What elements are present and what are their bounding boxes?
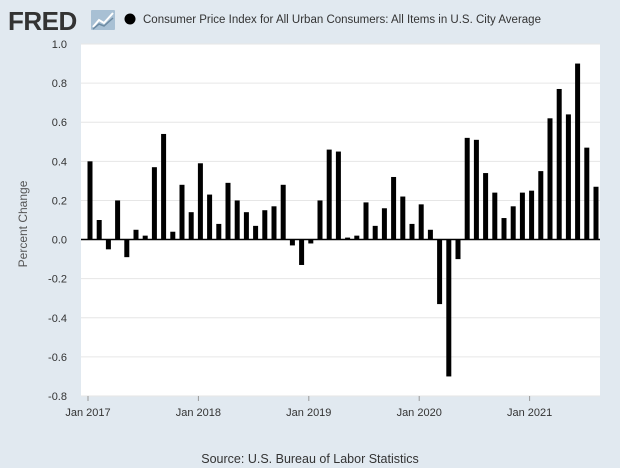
bar[interactable]: [519, 192, 525, 240]
bar[interactable]: [188, 212, 194, 240]
x-tick-label: Jan 2020: [397, 407, 442, 419]
y-tick-label: 0.6: [52, 117, 67, 129]
legend-label: Consumer Price Index for All Urban Consu…: [143, 14, 541, 26]
bar[interactable]: [464, 137, 470, 240]
bar[interactable]: [335, 151, 341, 240]
bar[interactable]: [289, 239, 295, 246]
bar-series: [87, 63, 599, 377]
bar[interactable]: [354, 235, 360, 240]
bar[interactable]: [455, 239, 461, 260]
y-tick-label: -0.4: [48, 313, 67, 325]
bar[interactable]: [363, 202, 369, 240]
bar[interactable]: [391, 176, 397, 240]
fred-logo[interactable]: FRED: [8, 6, 115, 36]
y-tick-label: 0.8: [52, 78, 67, 90]
bar[interactable]: [207, 194, 213, 240]
y-tick-labels: 1.0 0.8 0.6 0.4 0.2 0.0 -0.2 -0.4 -0.6 -0.8: [48, 39, 67, 403]
bar[interactable]: [151, 167, 157, 240]
bar[interactable]: [115, 200, 121, 240]
x-tick-label: Jan 2018: [176, 407, 221, 419]
bar[interactable]: [299, 239, 305, 265]
bar[interactable]: [96, 220, 102, 240]
bar[interactable]: [483, 173, 489, 240]
bar[interactable]: [326, 149, 332, 240]
y-tick-label: -0.2: [48, 274, 67, 286]
bar[interactable]: [409, 223, 415, 240]
bar[interactable]: [317, 200, 323, 240]
chart-legend: Consumer Price Index for All Urban Consu…: [124, 13, 541, 26]
bar[interactable]: [584, 147, 590, 240]
legend-marker-icon: [124, 13, 136, 25]
bar[interactable]: [142, 235, 148, 240]
bar[interactable]: [437, 239, 443, 305]
bar[interactable]: [400, 196, 406, 240]
source-text: Source: U.S. Bureau of Labor Statistics: [201, 452, 418, 466]
bar[interactable]: [372, 225, 378, 240]
bar[interactable]: [225, 182, 231, 240]
bar[interactable]: [124, 239, 130, 258]
bar[interactable]: [161, 133, 167, 240]
bar[interactable]: [547, 118, 553, 240]
x-tick-label: Jan 2017: [65, 407, 110, 419]
bar[interactable]: [133, 229, 139, 240]
fred-logo-text: FRED: [8, 6, 77, 36]
bar[interactable]: [575, 63, 581, 240]
y-tick-label: 0.2: [52, 195, 67, 207]
bar[interactable]: [565, 114, 571, 240]
bar[interactable]: [593, 186, 599, 240]
bar[interactable]: [87, 161, 93, 240]
y-tick-label: -0.8: [48, 391, 67, 403]
bar[interactable]: [538, 171, 544, 240]
x-tick-labels: Jan 2017 Jan 2018 Jan 2019 Jan 2020 Jan 2021: [65, 396, 552, 419]
bar[interactable]: [262, 210, 268, 240]
y-tick-label: -0.6: [48, 352, 67, 364]
bar[interactable]: [170, 231, 176, 240]
bar[interactable]: [418, 204, 424, 240]
bar[interactable]: [510, 206, 516, 240]
bar[interactable]: [179, 184, 185, 240]
bar[interactable]: [105, 239, 111, 250]
bar[interactable]: [234, 200, 240, 240]
x-tick-label: Jan 2021: [507, 407, 552, 419]
bar[interactable]: [492, 192, 498, 240]
y-tick-label: 0.4: [52, 156, 67, 168]
bar[interactable]: [556, 88, 562, 240]
y-tick-label: 1.0: [52, 39, 67, 51]
bar[interactable]: [345, 237, 351, 240]
fred-logo-chart-icon: [91, 10, 115, 30]
bar[interactable]: [501, 218, 507, 240]
bar[interactable]: [253, 225, 259, 240]
x-tick-label: Jan 2019: [286, 407, 331, 419]
bar[interactable]: [271, 206, 277, 240]
bar[interactable]: [280, 184, 286, 240]
bar[interactable]: [427, 229, 433, 240]
y-axis-label: Percent Change: [16, 180, 30, 267]
bar[interactable]: [197, 163, 203, 240]
bar[interactable]: [308, 239, 314, 244]
bar[interactable]: [446, 239, 452, 377]
bar[interactable]: [529, 190, 535, 240]
bar[interactable]: [243, 212, 249, 240]
y-tick-label: 0.0: [52, 235, 67, 247]
bar[interactable]: [216, 223, 222, 240]
bar[interactable]: [473, 139, 479, 240]
bar[interactable]: [381, 208, 387, 240]
